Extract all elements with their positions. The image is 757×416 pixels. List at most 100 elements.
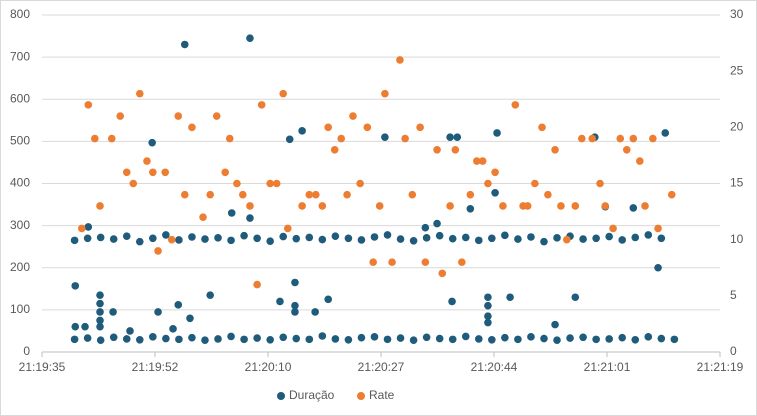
point bbox=[514, 235, 522, 243]
point bbox=[344, 234, 353, 243]
point bbox=[318, 202, 327, 210]
point bbox=[305, 233, 314, 242]
point bbox=[291, 308, 299, 316]
point bbox=[162, 231, 170, 239]
point bbox=[188, 233, 196, 241]
point bbox=[206, 291, 214, 299]
point bbox=[356, 179, 364, 188]
point bbox=[291, 278, 299, 287]
point bbox=[670, 335, 679, 344]
point bbox=[499, 202, 507, 210]
point bbox=[96, 308, 104, 316]
legend-marker bbox=[357, 392, 365, 400]
point bbox=[129, 179, 138, 188]
legend-label: Duração bbox=[289, 388, 335, 402]
point bbox=[484, 179, 492, 188]
point bbox=[605, 335, 613, 343]
point bbox=[188, 333, 196, 342]
point bbox=[571, 293, 580, 302]
point bbox=[199, 213, 207, 221]
point bbox=[77, 224, 86, 233]
point bbox=[174, 112, 183, 120]
point bbox=[201, 336, 209, 345]
point bbox=[523, 202, 532, 210]
point bbox=[272, 179, 281, 188]
point bbox=[571, 202, 580, 210]
point bbox=[154, 247, 162, 255]
point bbox=[71, 322, 80, 331]
point bbox=[370, 333, 379, 341]
point bbox=[396, 334, 405, 342]
point bbox=[375, 202, 384, 210]
y-tick-label: 800 bbox=[10, 7, 30, 21]
point bbox=[631, 335, 640, 344]
point bbox=[96, 299, 104, 308]
point bbox=[81, 322, 89, 331]
point bbox=[501, 333, 509, 342]
point bbox=[312, 190, 320, 199]
point bbox=[596, 179, 604, 188]
point bbox=[107, 134, 116, 143]
x-tick-label: 21:21:01 bbox=[584, 360, 631, 374]
y-tick-label: 700 bbox=[10, 49, 30, 63]
point bbox=[324, 295, 332, 304]
point bbox=[135, 335, 144, 344]
point bbox=[180, 40, 189, 49]
point bbox=[506, 293, 514, 302]
point bbox=[511, 101, 520, 109]
point bbox=[488, 234, 496, 243]
legend-label: Rate bbox=[369, 388, 395, 402]
point bbox=[246, 214, 254, 222]
point bbox=[149, 234, 157, 243]
point bbox=[484, 301, 492, 310]
point bbox=[396, 56, 404, 64]
point bbox=[305, 335, 314, 344]
point bbox=[484, 293, 492, 302]
point bbox=[349, 112, 357, 120]
point bbox=[433, 146, 441, 154]
point bbox=[279, 232, 288, 241]
point bbox=[409, 236, 418, 245]
point bbox=[149, 168, 157, 177]
point bbox=[357, 333, 366, 342]
y2-tick-label: 15 bbox=[730, 176, 744, 190]
point bbox=[337, 134, 346, 143]
point bbox=[579, 235, 587, 243]
point bbox=[531, 179, 539, 188]
point bbox=[448, 335, 457, 344]
point bbox=[654, 224, 662, 233]
point bbox=[206, 190, 214, 199]
point bbox=[253, 280, 261, 289]
point bbox=[540, 334, 548, 343]
point bbox=[343, 190, 351, 199]
point bbox=[553, 336, 561, 345]
point bbox=[381, 133, 389, 141]
point bbox=[257, 101, 266, 109]
point bbox=[126, 327, 134, 335]
point bbox=[143, 157, 151, 165]
point bbox=[644, 333, 653, 341]
point bbox=[227, 236, 235, 245]
point bbox=[83, 334, 92, 342]
point bbox=[649, 134, 657, 143]
point bbox=[233, 179, 241, 188]
point bbox=[491, 188, 499, 197]
point bbox=[253, 334, 261, 342]
point bbox=[363, 123, 372, 132]
point bbox=[381, 89, 389, 98]
y2-tick-label: 0 bbox=[730, 344, 737, 358]
point bbox=[175, 236, 183, 244]
point bbox=[369, 258, 377, 266]
point bbox=[629, 134, 638, 143]
point bbox=[96, 202, 104, 210]
point bbox=[279, 333, 288, 342]
point bbox=[357, 236, 366, 244]
point bbox=[276, 297, 284, 306]
point bbox=[238, 190, 247, 199]
point bbox=[408, 190, 417, 199]
point bbox=[435, 231, 444, 240]
point bbox=[551, 320, 559, 329]
point bbox=[478, 157, 487, 165]
point bbox=[667, 190, 676, 199]
